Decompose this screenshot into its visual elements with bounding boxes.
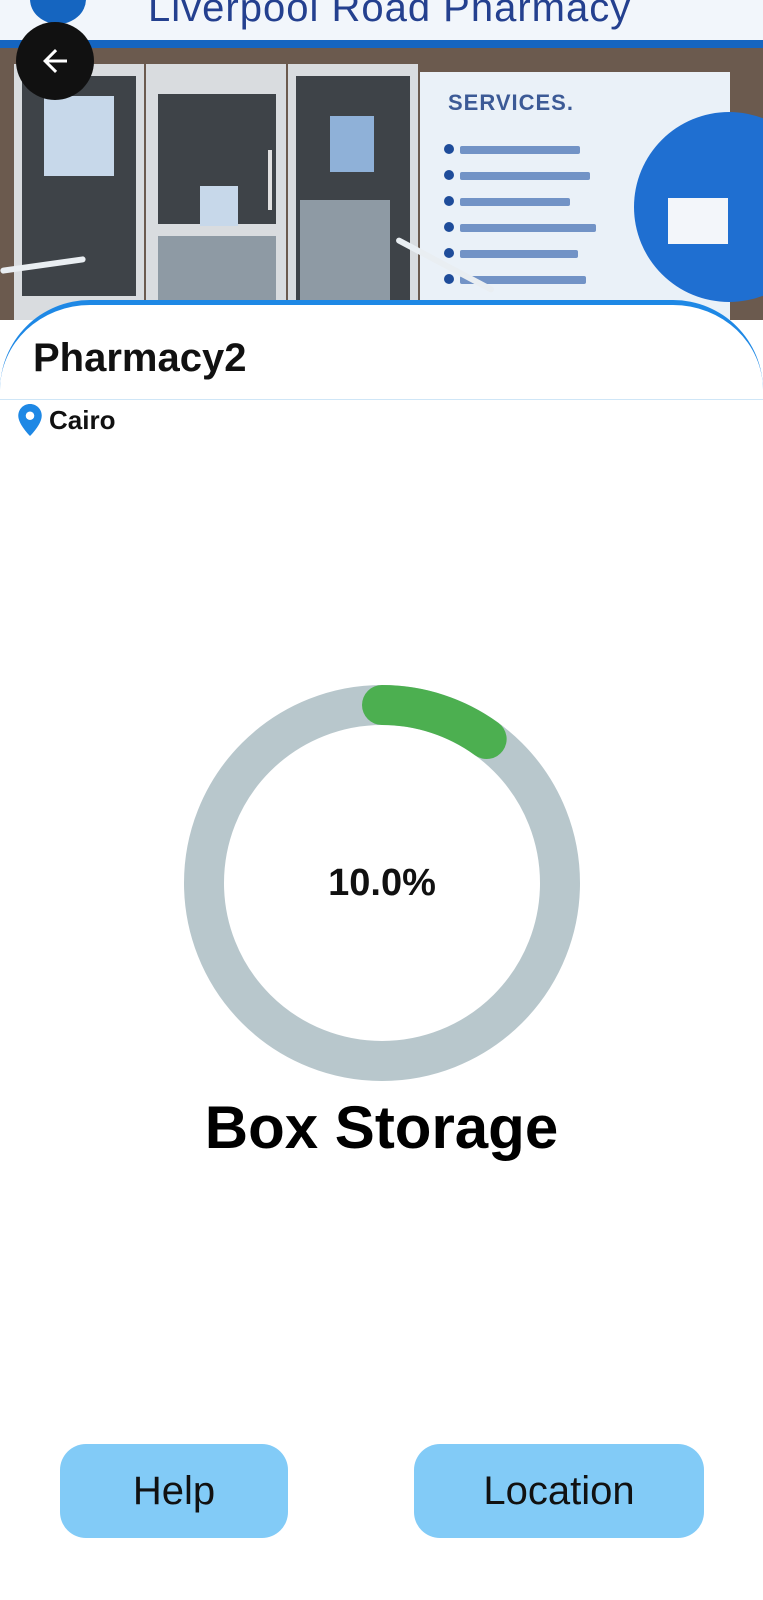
door-handle — [268, 150, 272, 210]
pharmacy-logo — [30, 0, 86, 24]
shop-sign-text: Liverpool Road Pharmacy — [148, 0, 632, 30]
help-button[interactable]: Help — [60, 1444, 288, 1538]
service-line — [460, 224, 596, 232]
heart-icon — [444, 144, 454, 154]
service-line — [460, 172, 590, 180]
back-button[interactable] — [16, 22, 94, 100]
pharmacy-name: Pharmacy2 — [33, 336, 247, 380]
location-button[interactable]: Location — [414, 1444, 704, 1538]
service-line — [460, 276, 586, 284]
service-line — [460, 146, 580, 154]
pharmacy-cross-bar — [668, 198, 728, 244]
storage-caption: Box Storage — [204, 1094, 559, 1161]
services-heading: SERVICES. — [448, 90, 574, 115]
storage-percent: 10.0% — [328, 861, 436, 904]
service-line — [460, 250, 578, 258]
heart-icon — [444, 248, 454, 258]
map-pin-icon — [18, 404, 42, 436]
heart-icon — [444, 274, 454, 284]
gauge-fill — [184, 685, 580, 1081]
heart-icon — [444, 222, 454, 232]
window-poster — [44, 96, 114, 176]
window-sticker — [330, 116, 374, 172]
door-notice — [200, 186, 238, 226]
heart-icon — [444, 196, 454, 206]
service-line — [460, 198, 570, 206]
details-card — [0, 300, 763, 400]
pharmacy-photo: Liverpool Road Pharmacy SERVICES. — [0, 0, 763, 320]
location-row: Cairo — [17, 404, 115, 436]
shelf-display — [300, 200, 390, 310]
heart-icon — [444, 170, 454, 180]
shop-sign: Liverpool Road Pharmacy — [0, 0, 763, 48]
arrow-left-icon — [43, 49, 67, 73]
location-text: Cairo — [49, 404, 116, 435]
storage-gauge — [184, 685, 580, 1081]
